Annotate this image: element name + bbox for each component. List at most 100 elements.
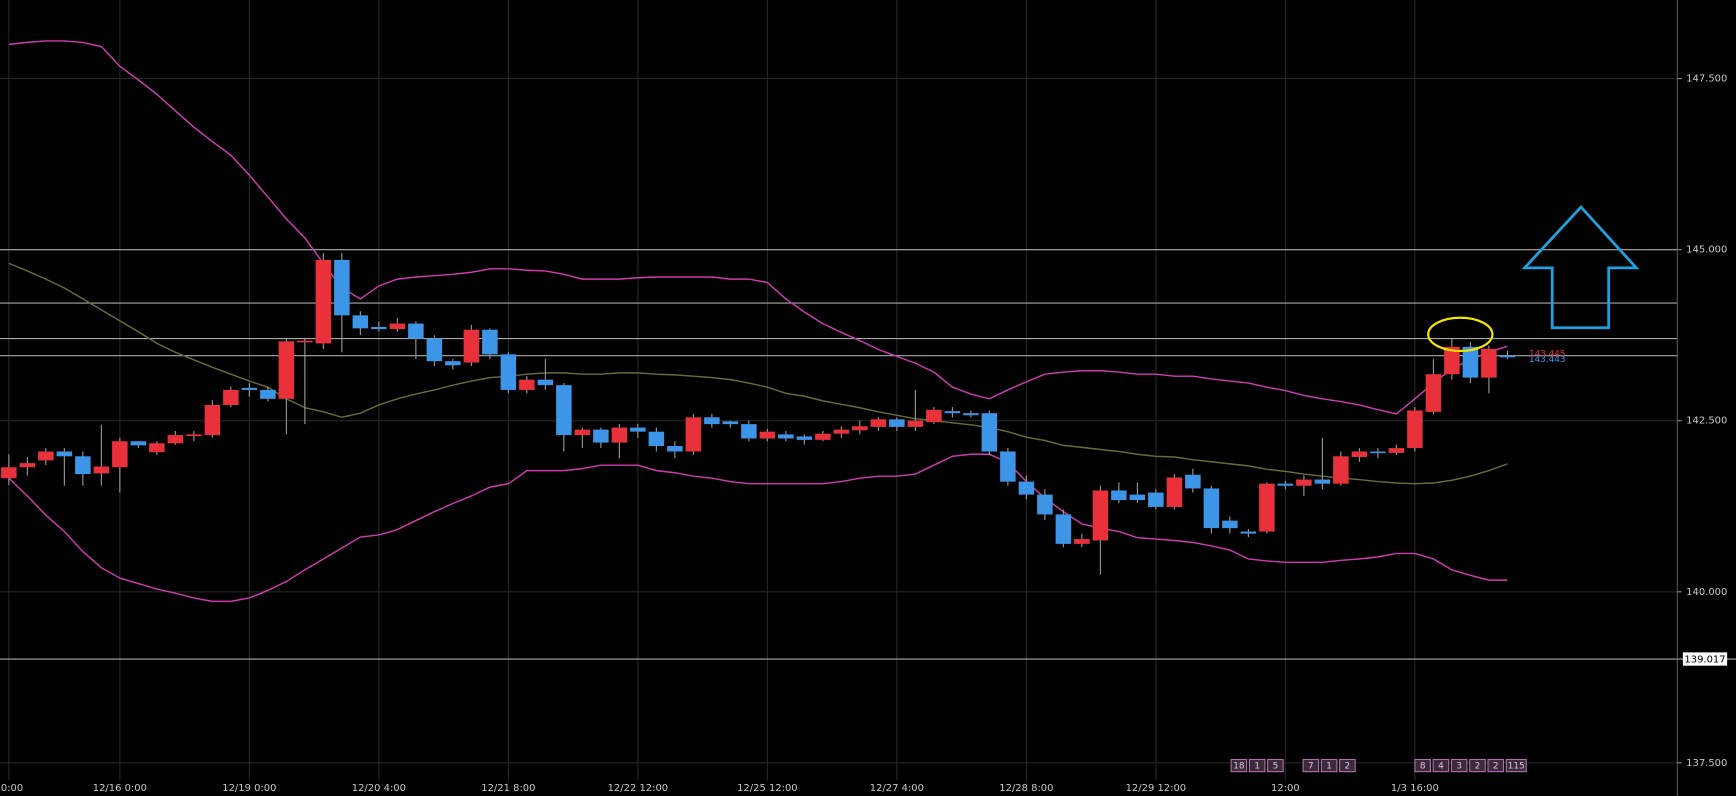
candle-body [112,441,128,468]
candle-body [75,456,91,475]
highlight-ellipse [1427,316,1494,353]
candle-body [204,404,221,436]
candle-body [926,409,942,423]
x-tick-label: 12/27 4:00 [870,783,924,794]
candle-body [426,338,443,362]
last-price-label: 143.445 [1529,349,1566,359]
x-tick-label: 12/25 12:00 [737,783,798,794]
indicator-line [8,40,1508,415]
candle-body [519,379,535,390]
candle-body [315,259,332,344]
candle-body [1499,355,1516,358]
candle-body [1092,490,1109,541]
candle-body [1462,346,1479,378]
candle-body [1185,474,1201,489]
event-marker [1339,758,1356,773]
candle-body [667,446,683,452]
candle-body [1407,410,1423,449]
event-marker-label: 2 [1493,762,1499,772]
plot-area [0,40,1678,660]
candle-body [445,361,461,366]
candle-body [1018,481,1035,495]
candle-body [408,323,424,339]
last-price-label: 143.443 [1529,355,1566,365]
event-marker-label: 1 [1326,762,1332,772]
x-tick-label: 12/29 12:00 [1126,783,1187,794]
event-marker-label: 7 [1308,762,1314,772]
y-tick-label: 137.500 [1686,758,1727,769]
candle-body [260,389,276,399]
candle-body [297,340,313,343]
candle-body [93,466,110,474]
x-tick-label: 20:00 [0,783,23,794]
event-marker-label: 2 [1345,762,1351,772]
candle-body [463,329,480,363]
event-marker [1230,758,1248,773]
candle-body [1240,531,1257,534]
candle-body [278,341,295,399]
event-marker-label: 8 [1420,762,1426,772]
candle-body [1333,456,1349,484]
candle-body [574,429,591,436]
event-marker [1302,758,1320,773]
up-arrow [1521,204,1640,330]
candle-body [500,354,517,390]
event-marker-label: 3 [1456,762,1462,772]
level-label: 139.017 [1684,655,1725,666]
x-tick-label: 12/21 8:00 [481,783,535,794]
candle-body [741,424,757,439]
candle-body [1074,539,1090,544]
event-marker [1450,758,1468,773]
candle-body [352,315,369,329]
candle-body [1166,477,1183,507]
y-tick-label: 147.500 [1686,74,1727,85]
candle-body [944,411,961,414]
candle-body [1444,346,1460,375]
event-marker [1414,758,1431,773]
candle-body [907,420,924,427]
candle-body [815,433,831,440]
event-marker [1267,758,1284,773]
candle-body [593,429,609,443]
event-marker [1248,758,1266,773]
indicator-line [8,262,1508,485]
candle-body [1148,492,1164,507]
event-marker [1320,758,1338,773]
candle-body [611,427,628,443]
candle-body [1259,483,1275,532]
candle-body [648,431,665,447]
candle-body [870,419,887,427]
candle-body [56,451,73,457]
y-tick-label: 140.000 [1686,587,1727,598]
candle-body [1222,520,1238,529]
candle-body [1277,483,1294,486]
candle-body [556,385,572,436]
candle-body [537,379,554,386]
candle-body [1388,448,1405,453]
y-axis: 137.500 140.000 142.500 145.000 147.500 20:00… [0,74,1736,794]
candle-body [1129,494,1146,501]
candle-body [186,434,202,437]
candle-body [149,443,165,453]
x-tick-label: 12/22 12:00 [608,783,669,794]
event-marker [1469,758,1486,773]
candle-body [833,429,850,434]
x-tick-label: 12/20 4:00 [352,783,406,794]
candle-body [1370,451,1386,454]
event-marker-label: 1 [1254,762,1260,772]
candle-body [1481,348,1497,378]
event-marker-label: 18 [1233,762,1245,772]
event-marker [1487,758,1505,773]
candle-body [1055,514,1072,544]
candle-body [1,467,17,479]
candle-body [1203,488,1220,529]
candle-body [759,431,776,439]
candle-body [241,387,258,390]
x-tick-label: 12/28 8:00 [999,783,1053,794]
candle-body [1425,374,1442,412]
candle-body [1351,451,1368,457]
x-tick-label: 12/19 0:00 [222,783,276,794]
y-tick-label: 145.000 [1686,245,1727,256]
event-marker-label: 115 [1508,762,1525,772]
